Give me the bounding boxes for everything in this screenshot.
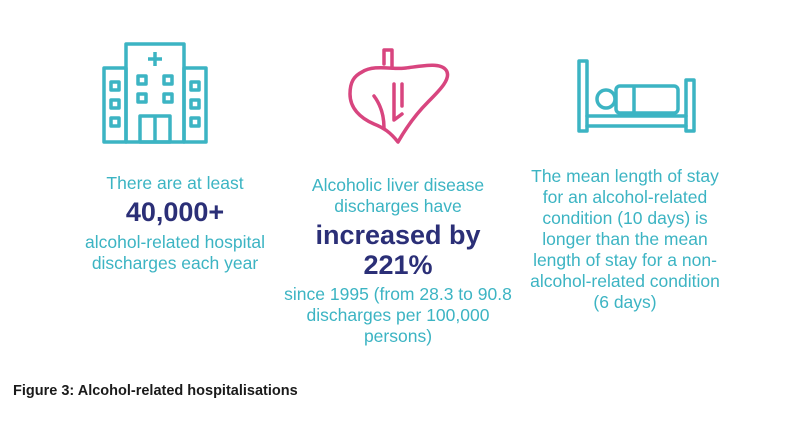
stat-detail-text: The mean length of stay for an alcohol-r… bbox=[530, 166, 720, 312]
stat-length-of-stay: The mean length of stay for an alcohol-r… bbox=[520, 166, 730, 313]
stat-hospital-discharges: There are at least 40,000+ alcohol-relat… bbox=[60, 173, 290, 274]
stat-lead-text: Alcoholic liver disease discharges have bbox=[311, 175, 485, 216]
stat-liver-disease: Alcoholic liver disease discharges have … bbox=[283, 175, 513, 347]
stat-highlight: increased by 221% bbox=[315, 220, 481, 280]
stat-detail-text: alcohol-related hospital discharges each… bbox=[85, 232, 265, 273]
stat-lead-text: There are at least bbox=[106, 173, 244, 193]
liver-icon bbox=[348, 48, 450, 144]
stat-highlight: 40,000+ bbox=[125, 197, 225, 227]
figure-caption: Figure 3: Alcohol-related hospitalisatio… bbox=[13, 383, 298, 399]
hospital-building-icon bbox=[102, 42, 208, 144]
hospital-bed-icon bbox=[577, 59, 696, 133]
stat-detail-text: since 1995 (from 28.3 to 90.8 discharges… bbox=[284, 284, 512, 346]
